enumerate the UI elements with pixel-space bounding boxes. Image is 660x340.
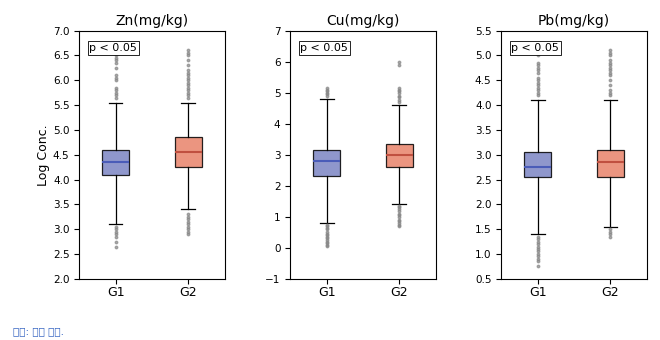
PathPatch shape [597, 150, 624, 177]
Title: Pb(mg/kg): Pb(mg/kg) [538, 14, 610, 28]
Text: p < 0.05: p < 0.05 [512, 43, 559, 53]
PathPatch shape [524, 152, 552, 177]
Text: p < 0.05: p < 0.05 [300, 43, 348, 53]
PathPatch shape [174, 137, 202, 167]
Text: p < 0.05: p < 0.05 [89, 43, 137, 53]
Title: Zn(mg/kg): Zn(mg/kg) [115, 14, 189, 28]
PathPatch shape [313, 150, 341, 176]
Text: 자료: 저자 작성.: 자료: 저자 작성. [13, 327, 64, 337]
Title: Cu(mg/kg): Cu(mg/kg) [326, 14, 400, 28]
PathPatch shape [102, 150, 129, 174]
Y-axis label: Log Conc.: Log Conc. [37, 124, 50, 186]
PathPatch shape [385, 144, 413, 167]
